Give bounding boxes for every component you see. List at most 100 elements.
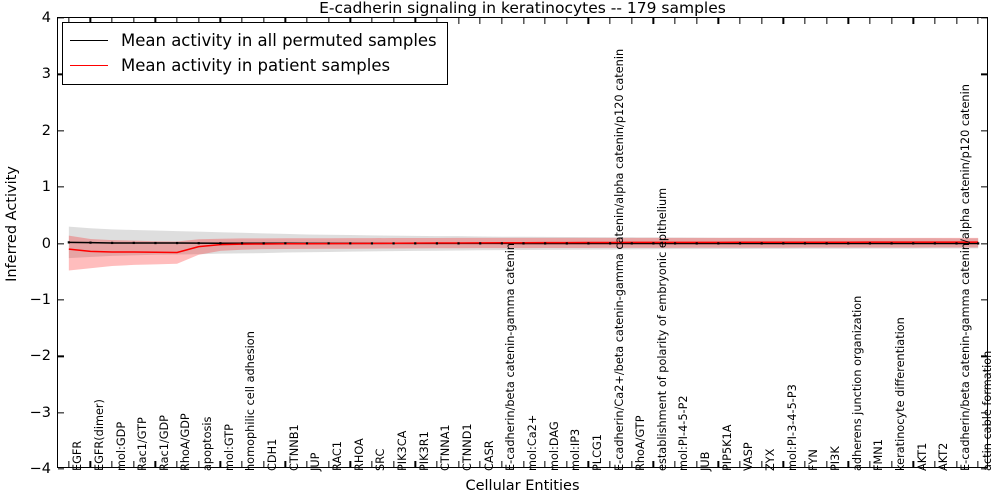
x-tick-mark: [934, 18, 936, 24]
y-tick-mark: [981, 186, 987, 188]
x-tick-label: SRC: [374, 448, 388, 471]
x-tick-mark: [133, 18, 135, 24]
x-tick-mark: [869, 461, 871, 467]
x-tick-mark: [392, 461, 395, 467]
x-tick-mark: [717, 461, 720, 467]
x-tick-mark: [761, 18, 763, 24]
page-title: E-cadherin signaling in keratinocytes --…: [319, 0, 726, 17]
series-marker: [370, 242, 374, 245]
y-tick-mark: [981, 130, 987, 132]
x-tick-mark: [674, 18, 676, 24]
series-marker: [738, 242, 742, 245]
x-tick-mark: [544, 461, 546, 467]
y-tick-label: 1: [41, 179, 51, 196]
x-tick-mark: [198, 461, 200, 467]
y-tick-mark: [58, 17, 64, 19]
x-tick-mark: [501, 18, 503, 24]
x-tick-label: AKT1: [915, 442, 929, 471]
series-marker: [977, 242, 980, 245]
x-tick-mark: [479, 461, 481, 467]
x-tick-mark: [696, 461, 698, 467]
x-tick-label: establishment of polarity of embryonic e…: [655, 187, 669, 471]
x-tick-mark: [652, 18, 655, 24]
x-tick-mark: [219, 461, 222, 467]
x-tick-mark: [479, 18, 481, 24]
y-tick-mark: [58, 186, 64, 188]
x-tick-label: PIP5K1A: [720, 424, 734, 471]
x-tick-mark: [652, 461, 655, 467]
x-tick-label: RAC1: [331, 441, 345, 471]
y-tick-mark: [58, 355, 64, 357]
series-marker: [825, 242, 828, 245]
x-tick-mark: [804, 461, 806, 467]
x-tick-mark: [847, 18, 849, 24]
x-tick-mark: [457, 461, 460, 467]
x-tick-mark: [89, 461, 92, 467]
x-tick-label: FMN1: [872, 439, 886, 471]
series-marker: [284, 242, 287, 245]
confidence-band: [68, 235, 979, 271]
x-tick-mark: [739, 461, 741, 467]
x-tick-mark: [284, 461, 286, 467]
x-tick-label: PLCG1: [590, 434, 604, 471]
x-tick-mark: [544, 18, 546, 24]
series-marker: [587, 242, 590, 245]
x-tick-mark: [154, 461, 157, 467]
series-marker: [435, 242, 438, 245]
x-tick-label: PIK3R1: [417, 431, 431, 471]
x-tick-mark: [955, 461, 958, 467]
y-tick-label: 0: [41, 235, 51, 252]
x-tick-mark: [977, 18, 979, 24]
x-tick-mark: [327, 18, 330, 24]
x-tick-mark: [522, 18, 525, 24]
x-tick-mark: [263, 461, 265, 467]
series-marker: [868, 242, 872, 245]
x-tick-label: CTNND1: [460, 423, 474, 471]
series-marker: [630, 242, 633, 245]
x-tick-label: E-cadherin/beta catenin-gamma catenin: [504, 242, 518, 471]
x-tick-mark: [587, 18, 590, 24]
series-marker: [327, 242, 330, 245]
x-tick-mark: [912, 461, 914, 467]
x-tick-mark: [198, 18, 200, 24]
x-tick-mark: [349, 461, 351, 467]
x-tick-label: mol:GTP: [222, 424, 236, 471]
y-tick-mark: [981, 73, 987, 76]
x-tick-mark: [68, 461, 70, 467]
series-marker: [175, 241, 179, 245]
x-tick-label: CTNNA1: [439, 424, 453, 471]
series-marker: [240, 242, 244, 245]
y-tick-label: 2: [41, 122, 51, 139]
legend-label: Mean activity in all permuted samples: [121, 31, 437, 50]
y-tick-mark: [58, 242, 64, 245]
series-marker: [565, 242, 568, 245]
x-tick-label: mol:PI-3-4-5-P3: [785, 384, 799, 471]
x-tick-mark: [912, 18, 914, 24]
x-tick-label: mol:Ca2+: [525, 414, 539, 471]
x-tick-label: VASP: [742, 442, 756, 471]
x-tick-mark: [219, 18, 222, 24]
x-tick-label: apoptosis: [201, 416, 215, 471]
x-tick-mark: [977, 461, 979, 467]
x-tick-label: homophilic cell adhesion: [244, 331, 258, 471]
x-tick-label: AKT2: [937, 442, 951, 471]
x-tick-mark: [133, 461, 135, 467]
x-tick-mark: [890, 18, 893, 24]
y-tick-mark: [981, 355, 987, 357]
x-tick-label: RHOA: [352, 438, 366, 471]
x-tick-label: adherens junction organization: [850, 295, 864, 471]
y-tick-mark: [58, 130, 64, 132]
series-marker: [522, 242, 525, 245]
y-tick-label: 3: [41, 66, 51, 83]
x-tick-label: mol:PI-4-5-P2: [677, 395, 691, 471]
series-marker: [154, 241, 157, 245]
x-tick-mark: [566, 18, 568, 24]
x-tick-mark: [414, 18, 416, 24]
x-tick-label: CASR: [482, 440, 496, 471]
x-tick-label: JUP: [309, 452, 323, 471]
x-tick-mark: [154, 18, 157, 24]
x-tick-mark: [501, 461, 503, 467]
x-tick-mark: [674, 461, 676, 467]
x-tick-mark: [825, 461, 828, 467]
